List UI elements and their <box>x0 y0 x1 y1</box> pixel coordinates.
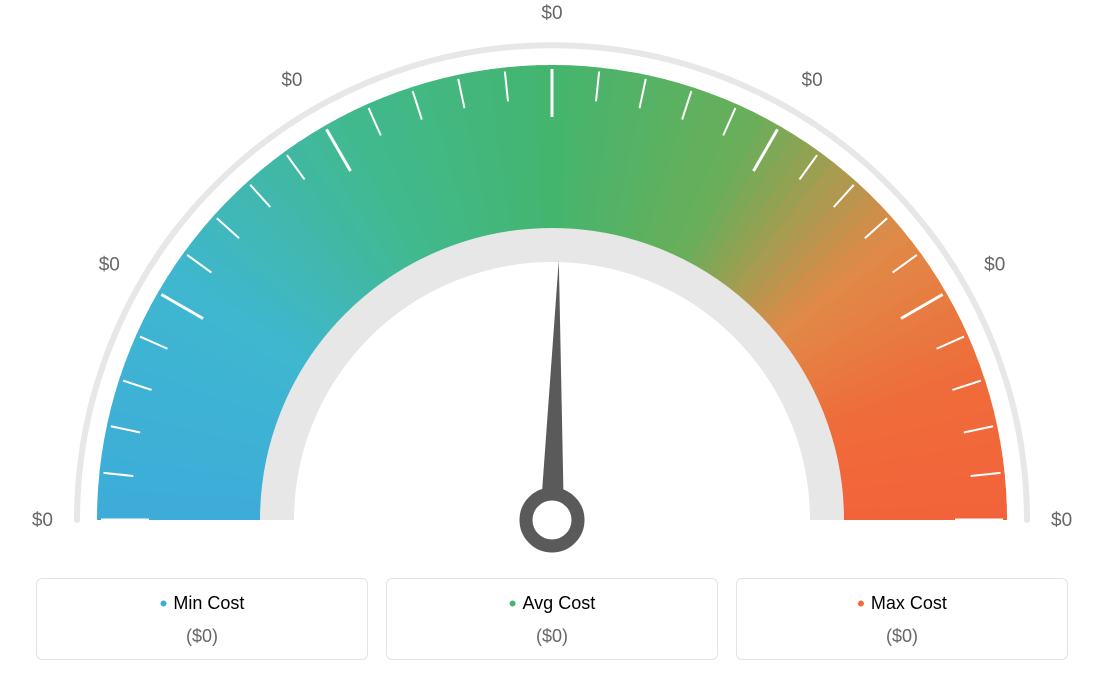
svg-text:$0: $0 <box>541 3 562 24</box>
legend-card-max: • Max Cost ($0) <box>736 578 1068 660</box>
legend-row: •Min Cost ($0) •Avg Cost ($0) •Max Cost … <box>36 578 1068 660</box>
legend-avg-label: Avg Cost <box>523 593 596 613</box>
legend-card-avg: • Avg Cost ($0) <box>386 578 718 660</box>
dot-icon: • <box>160 591 168 616</box>
legend-min-value: ($0) <box>47 626 357 647</box>
svg-text:$0: $0 <box>99 255 120 276</box>
legend-card-min: •Min Cost ($0) <box>36 578 368 660</box>
legend-avg-value: ($0) <box>397 626 707 647</box>
svg-text:$0: $0 <box>984 255 1005 276</box>
dot-icon: • <box>509 591 517 616</box>
svg-text:$0: $0 <box>802 70 823 91</box>
cost-gauge-container: $0$0$0$0$0$0$0 •Min Cost ($0) •Avg Cost … <box>0 0 1104 690</box>
dot-icon: • <box>857 591 865 616</box>
legend-max-value: ($0) <box>747 626 1057 647</box>
legend-min-label: Min Cost <box>173 593 244 613</box>
legend-avg-title: • Avg Cost <box>397 593 707 614</box>
svg-text:$0: $0 <box>1051 510 1072 531</box>
legend-max-label: Max Cost <box>871 593 947 613</box>
legend-max-title: • Max Cost <box>747 593 1057 614</box>
svg-text:$0: $0 <box>32 510 53 531</box>
svg-text:$0: $0 <box>281 70 302 91</box>
gauge-chart: $0 $0 $0 $0 $0 $0 $0 <box>0 0 1104 560</box>
legend-min-title: •Min Cost <box>47 593 357 614</box>
